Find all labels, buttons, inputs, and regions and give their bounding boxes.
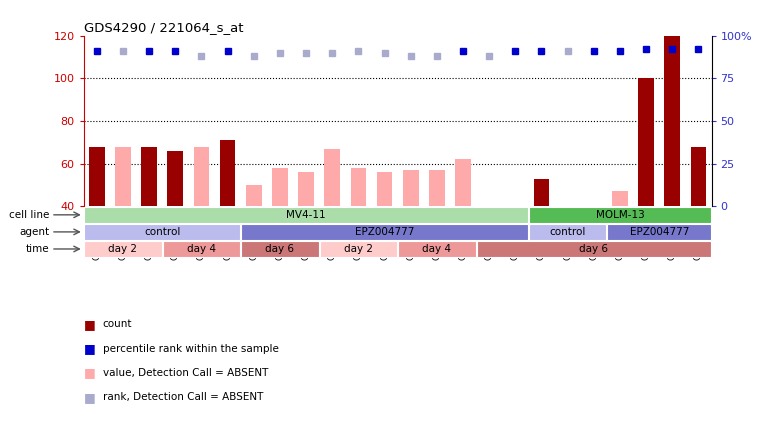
Bar xyxy=(115,147,131,206)
Bar xyxy=(167,151,183,206)
Text: day 4: day 4 xyxy=(187,244,216,254)
Bar xyxy=(246,185,262,206)
Bar xyxy=(193,147,209,206)
Text: ■: ■ xyxy=(84,391,95,404)
Text: cell line: cell line xyxy=(9,210,49,220)
Bar xyxy=(142,147,157,206)
Bar xyxy=(664,36,680,206)
Text: day 6: day 6 xyxy=(579,244,608,254)
FancyBboxPatch shape xyxy=(84,241,161,257)
FancyBboxPatch shape xyxy=(529,207,711,223)
Bar xyxy=(612,191,628,206)
FancyBboxPatch shape xyxy=(163,241,240,257)
Text: EPZ004777: EPZ004777 xyxy=(355,227,414,237)
Text: control: control xyxy=(549,227,586,237)
FancyBboxPatch shape xyxy=(607,224,711,240)
FancyBboxPatch shape xyxy=(529,224,607,240)
Text: day 6: day 6 xyxy=(266,244,295,254)
Text: ■: ■ xyxy=(84,366,95,380)
Bar xyxy=(533,178,549,206)
Text: day 4: day 4 xyxy=(422,244,451,254)
Text: control: control xyxy=(144,227,180,237)
Text: EPZ004777: EPZ004777 xyxy=(629,227,689,237)
Bar xyxy=(455,159,471,206)
Bar xyxy=(429,170,444,206)
Text: ■: ■ xyxy=(84,317,95,331)
Text: agent: agent xyxy=(20,227,49,237)
Text: value, Detection Call = ABSENT: value, Detection Call = ABSENT xyxy=(103,368,268,378)
Text: day 2: day 2 xyxy=(344,244,373,254)
Bar xyxy=(403,170,419,206)
Bar xyxy=(89,147,104,206)
Text: MOLM-13: MOLM-13 xyxy=(596,210,645,220)
Bar xyxy=(220,140,235,206)
Bar xyxy=(324,149,340,206)
Bar xyxy=(351,168,366,206)
Bar xyxy=(272,168,288,206)
Text: percentile rank within the sample: percentile rank within the sample xyxy=(103,344,279,353)
FancyBboxPatch shape xyxy=(476,241,711,257)
FancyBboxPatch shape xyxy=(398,241,476,257)
Text: time: time xyxy=(26,244,49,254)
Text: rank, Detection Call = ABSENT: rank, Detection Call = ABSENT xyxy=(103,392,263,402)
Bar xyxy=(691,147,706,206)
FancyBboxPatch shape xyxy=(84,207,528,223)
Bar xyxy=(481,206,497,247)
Text: day 2: day 2 xyxy=(109,244,138,254)
Text: count: count xyxy=(103,319,132,329)
Text: MV4-11: MV4-11 xyxy=(286,210,326,220)
Text: GDS4290 / 221064_s_at: GDS4290 / 221064_s_at xyxy=(84,21,244,34)
Bar xyxy=(377,172,393,206)
Text: ■: ■ xyxy=(84,342,95,355)
Bar xyxy=(298,172,314,206)
Bar xyxy=(638,78,654,206)
FancyBboxPatch shape xyxy=(320,241,397,257)
FancyBboxPatch shape xyxy=(241,224,528,240)
FancyBboxPatch shape xyxy=(241,241,319,257)
FancyBboxPatch shape xyxy=(84,224,240,240)
